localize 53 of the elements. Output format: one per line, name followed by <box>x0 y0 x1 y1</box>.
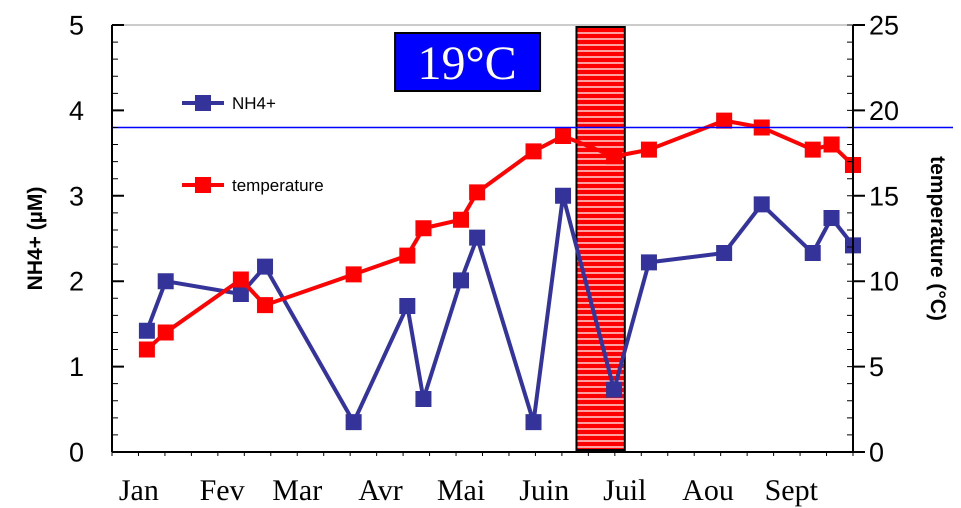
x-tick-label: Sept <box>764 474 819 507</box>
point <box>469 184 486 200</box>
ref-line-label: 19°C <box>417 37 517 90</box>
point <box>257 258 274 275</box>
y2-tick-label: 10 <box>869 266 900 297</box>
legend-label: NH4+ <box>232 94 276 113</box>
point <box>526 143 542 160</box>
y2-tick-label: 20 <box>869 96 900 126</box>
point <box>754 196 770 212</box>
point <box>555 188 572 204</box>
y2-tick-label: 15 <box>869 181 900 212</box>
y2-axis-title: temperature (°C) <box>926 156 949 321</box>
y2-tick-label: 25 <box>869 10 900 40</box>
y-tick-label: 4 <box>68 96 84 126</box>
point <box>606 382 622 398</box>
point <box>415 391 432 408</box>
point <box>526 414 542 430</box>
y-axis-title: NH4+ (µM) <box>24 186 47 290</box>
point <box>824 136 840 153</box>
y-tick-label: 3 <box>68 181 84 212</box>
y-tick-label: 1 <box>68 352 84 382</box>
point <box>824 210 840 226</box>
y2-tick-label: 0 <box>869 437 884 468</box>
y-tick-label: 2 <box>68 266 84 297</box>
x-tick-label: Avr <box>358 474 403 507</box>
x-tick-label: Jan <box>118 474 159 507</box>
point <box>399 298 416 314</box>
point <box>415 220 432 236</box>
x-tick-label: Mai <box>436 474 486 507</box>
point <box>346 414 362 430</box>
y2-tick-label: 5 <box>869 352 884 382</box>
x-tick-label: Juin <box>519 474 570 507</box>
point <box>640 142 657 158</box>
point <box>640 254 657 270</box>
point <box>453 272 470 288</box>
point <box>804 245 821 262</box>
point <box>399 248 416 264</box>
point <box>469 230 486 246</box>
point <box>257 297 274 314</box>
legend-label: temperature <box>232 176 324 195</box>
point <box>555 128 572 144</box>
point <box>716 245 732 262</box>
x-tick-label: Juil <box>603 474 646 507</box>
point <box>804 142 821 158</box>
x-tick-label: Aou <box>682 474 734 507</box>
x-tick-label: Mar <box>272 474 322 507</box>
point <box>346 266 362 282</box>
point <box>453 212 470 228</box>
y-tick-label: 5 <box>68 10 84 40</box>
point <box>754 119 770 136</box>
y-tick-label: 0 <box>68 437 84 468</box>
point <box>716 112 732 129</box>
x-tick-label: Fev <box>200 474 245 507</box>
